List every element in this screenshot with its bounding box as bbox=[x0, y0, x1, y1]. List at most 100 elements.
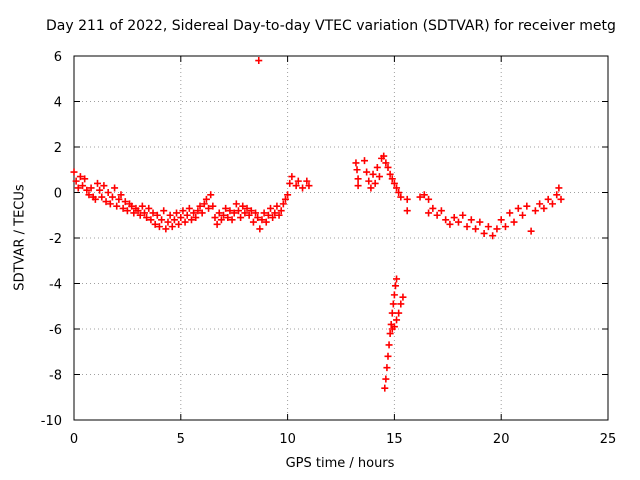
data-point bbox=[354, 182, 362, 190]
data-point bbox=[85, 191, 93, 199]
data-point bbox=[390, 179, 398, 187]
data-point bbox=[239, 202, 247, 210]
data-point bbox=[134, 207, 142, 215]
data-point bbox=[140, 209, 148, 217]
data-point bbox=[164, 218, 172, 226]
data-point bbox=[393, 316, 401, 324]
data-point bbox=[128, 202, 136, 210]
data-point bbox=[501, 223, 509, 231]
data-point bbox=[136, 211, 144, 219]
data-point bbox=[111, 184, 119, 192]
data-point bbox=[147, 216, 155, 224]
data-point bbox=[115, 195, 123, 203]
data-point bbox=[228, 216, 236, 224]
data-point bbox=[170, 216, 178, 224]
y-tick-label: -2 bbox=[49, 232, 62, 247]
data-point bbox=[548, 200, 556, 208]
data-point bbox=[262, 218, 270, 226]
data-point bbox=[373, 163, 381, 171]
data-point bbox=[454, 218, 462, 226]
data-point bbox=[158, 216, 166, 224]
data-point bbox=[437, 207, 445, 215]
data-point bbox=[365, 177, 373, 185]
data-point bbox=[267, 204, 275, 212]
data-point bbox=[442, 216, 450, 224]
data-point bbox=[117, 191, 125, 199]
data-point bbox=[121, 198, 129, 206]
data-point bbox=[76, 173, 84, 181]
data-point bbox=[91, 195, 99, 203]
data-point bbox=[273, 202, 281, 210]
data-point bbox=[446, 220, 454, 228]
data-point bbox=[489, 232, 497, 240]
data-point bbox=[202, 195, 210, 203]
data-point bbox=[234, 207, 242, 215]
data-point bbox=[104, 189, 112, 196]
data-point bbox=[553, 191, 561, 199]
data-point bbox=[397, 193, 405, 201]
data-point bbox=[185, 204, 193, 212]
data-point bbox=[113, 202, 121, 210]
data-point bbox=[476, 218, 484, 226]
data-point bbox=[232, 200, 240, 208]
data-point bbox=[281, 195, 289, 203]
data-point bbox=[74, 184, 82, 192]
data-point bbox=[70, 168, 78, 176]
data-point bbox=[72, 177, 80, 185]
grid bbox=[74, 56, 608, 420]
y-tick-label: -8 bbox=[49, 369, 62, 384]
data-point bbox=[450, 214, 458, 222]
data-point bbox=[179, 207, 187, 215]
data-point bbox=[79, 182, 87, 190]
data-point bbox=[284, 191, 292, 199]
data-point bbox=[540, 204, 548, 212]
data-point bbox=[194, 207, 202, 215]
data-point bbox=[384, 352, 392, 360]
data-point bbox=[177, 214, 185, 222]
data-point bbox=[160, 207, 168, 215]
data-point bbox=[106, 200, 114, 208]
data-point bbox=[523, 202, 531, 210]
data-point bbox=[506, 209, 514, 217]
x-tick-label: 5 bbox=[177, 432, 185, 447]
data-point bbox=[416, 193, 424, 201]
data-point bbox=[192, 214, 200, 222]
chart-title: Day 211 of 2022, Sidereal Day-to-day VTE… bbox=[46, 18, 616, 34]
data-point bbox=[153, 211, 161, 219]
data-point bbox=[353, 166, 361, 174]
data-point bbox=[288, 173, 296, 181]
data-point bbox=[145, 204, 153, 212]
x-tick-label: 0 bbox=[70, 432, 78, 447]
data-point bbox=[480, 229, 488, 237]
data-point bbox=[190, 209, 198, 217]
data-point bbox=[196, 202, 204, 210]
x-tick-label: 10 bbox=[279, 432, 296, 447]
data-point bbox=[211, 214, 219, 222]
data-point bbox=[493, 225, 501, 233]
data-point bbox=[207, 191, 215, 199]
data-point bbox=[555, 184, 563, 192]
data-point bbox=[237, 214, 245, 222]
data-point bbox=[277, 207, 285, 215]
data-point bbox=[155, 223, 163, 231]
x-tick-label: 20 bbox=[493, 432, 510, 447]
data-point bbox=[102, 198, 110, 206]
data-point bbox=[245, 211, 253, 219]
data-point bbox=[382, 375, 390, 383]
data-point bbox=[222, 204, 230, 212]
data-point bbox=[388, 309, 396, 317]
data-point bbox=[256, 225, 264, 233]
y-tick-label: -6 bbox=[49, 323, 62, 338]
data-point bbox=[168, 223, 176, 231]
y-tick-label: 6 bbox=[54, 50, 62, 65]
data-point bbox=[279, 200, 287, 208]
data-point bbox=[83, 186, 91, 194]
data-point bbox=[123, 207, 131, 215]
data-point bbox=[143, 214, 151, 222]
y-tick-label: 2 bbox=[54, 141, 62, 156]
y-tick-label: 4 bbox=[54, 96, 62, 111]
data-point bbox=[380, 152, 388, 160]
y-tick-label: 0 bbox=[54, 187, 62, 202]
data-point bbox=[386, 170, 394, 178]
data-point bbox=[363, 168, 371, 176]
